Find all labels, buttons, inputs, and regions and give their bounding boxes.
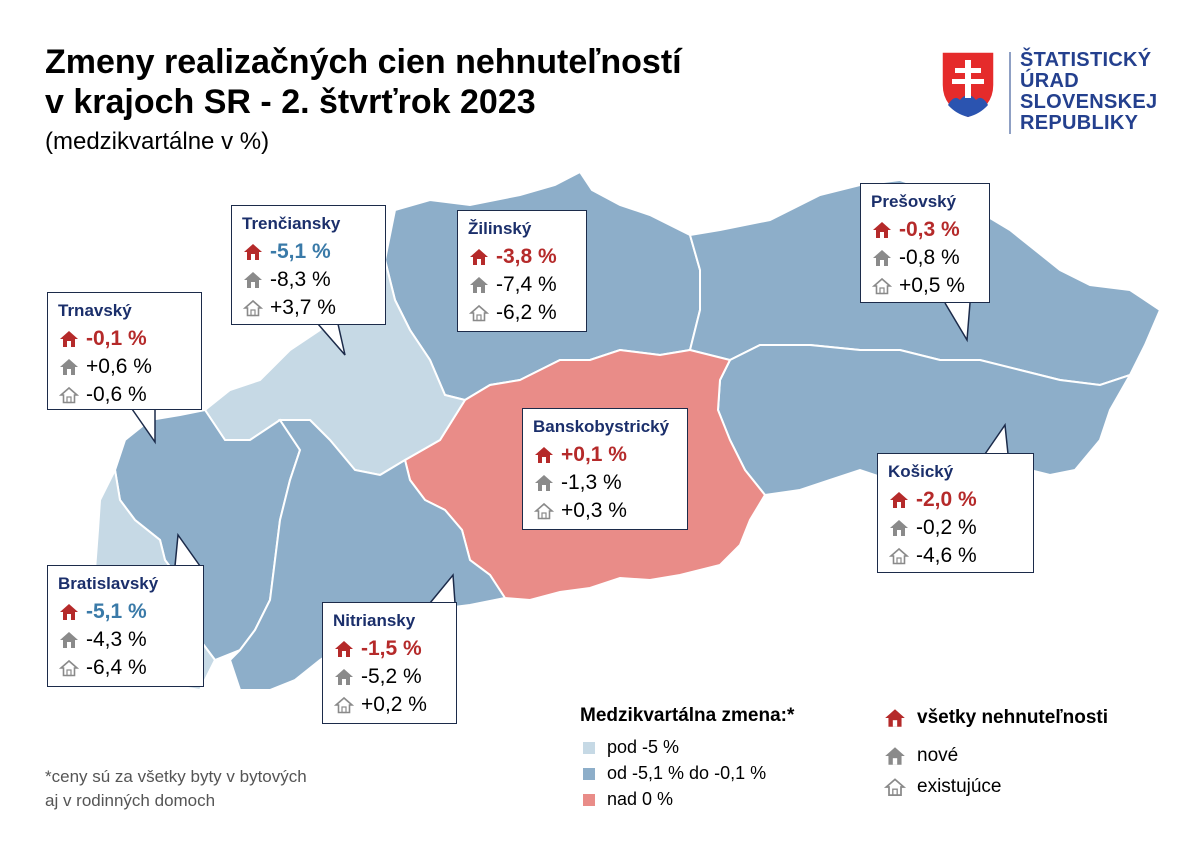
- house-filled-gray-icon: [470, 277, 488, 293]
- value-new: -5,2 %: [361, 665, 422, 688]
- legend-swatch: [583, 741, 595, 754]
- house-filled-red-icon: [890, 492, 908, 508]
- house-filled-red-icon: [470, 249, 488, 265]
- susr-logo: ŠTATISTICKÝ ÚRAD SLOVENSKEJ REPUBLIKY: [940, 50, 1170, 140]
- region-box-presovsky: Prešovský -0,3 % -0,8 % +0,5 %: [860, 183, 990, 303]
- value-existing: +0,3 %: [561, 499, 627, 522]
- page-title: Zmeny realizačných cien nehnuteľností v …: [45, 43, 682, 121]
- region-box-kosicky: Košický -2,0 % -0,2 % -4,6 %: [877, 453, 1034, 573]
- region-box-banskobystricky: Banskobystrický +0,1 % -1,3 % +0,3 %: [522, 408, 688, 530]
- value-existing: +3,7 %: [270, 296, 336, 319]
- house-outline-gray-icon: [58, 386, 80, 404]
- legend-item-mid: od -5,1 % do -0,1 %: [583, 763, 766, 784]
- legend-swatch: [583, 767, 595, 780]
- house-filled-red-icon: [60, 331, 78, 347]
- house-filled-gray-icon: [873, 250, 891, 266]
- region-box-nitriansky: Nitriansky -1,5 % -5,2 % +0,2 %: [322, 602, 457, 724]
- value-new: -1,3 %: [561, 471, 622, 494]
- value-existing: -0,6 %: [86, 383, 147, 406]
- value-all: +0,1 %: [561, 443, 627, 466]
- house-outline-gray-icon: [883, 778, 907, 797]
- value-all: -0,1 %: [86, 327, 147, 350]
- value-all: -5,1 %: [270, 240, 331, 263]
- house-filled-gray-icon: [890, 520, 908, 536]
- logo-separator: [1009, 52, 1011, 134]
- icon-legend-all: všetky nehnuteľnosti: [883, 707, 1108, 729]
- value-all: -2,0 %: [916, 488, 977, 511]
- icon-legend-existing: existujúce: [883, 776, 1002, 798]
- house-filled-gray-icon: [535, 475, 553, 491]
- house-outline-gray-icon: [333, 696, 355, 714]
- legend-item-below: pod -5 %: [583, 737, 679, 758]
- footnote: *ceny sú za všetky byty v bytových aj v …: [45, 767, 307, 810]
- legend-swatch: [583, 793, 595, 806]
- value-new: -0,8 %: [899, 246, 960, 269]
- value-all: -5,1 %: [86, 600, 147, 623]
- house-outline-gray-icon: [242, 299, 264, 317]
- icon-legend-new: nové: [883, 745, 958, 767]
- legend-title: Medzikvartálna zmena:*: [580, 705, 795, 726]
- house-filled-gray-icon: [244, 272, 262, 288]
- value-all: -0,3 %: [899, 218, 960, 241]
- region-box-trnavsky: Trnavský -0,1 % +0,6 % -0,6 %: [47, 292, 202, 410]
- house-filled-gray-icon: [885, 747, 905, 765]
- house-outline-gray-icon: [533, 502, 555, 520]
- value-new: +0,6 %: [86, 355, 152, 378]
- house-outline-gray-icon: [888, 547, 910, 565]
- house-outline-gray-icon: [58, 659, 80, 677]
- value-new: -8,3 %: [270, 268, 331, 291]
- value-existing: +0,5 %: [899, 274, 965, 297]
- region-box-trenciansky: Trenčiansky -5,1 % -8,3 % +3,7 %: [231, 205, 386, 325]
- value-existing: -6,4 %: [86, 656, 147, 679]
- house-outline-gray-icon: [871, 277, 893, 295]
- house-filled-red-icon: [873, 222, 891, 238]
- house-filled-gray-icon: [60, 359, 78, 375]
- coat-of-arms-icon: [941, 51, 995, 119]
- value-existing: -6,2 %: [496, 301, 557, 324]
- house-filled-gray-icon: [335, 669, 353, 685]
- page-subtitle: (medzikvartálne v %): [45, 128, 270, 155]
- house-filled-red-icon: [60, 604, 78, 620]
- house-outline-gray-icon: [468, 304, 490, 322]
- house-filled-red-icon: [535, 447, 553, 463]
- value-new: -7,4 %: [496, 273, 557, 296]
- value-all: -3,8 %: [496, 245, 557, 268]
- value-all: -1,5 %: [361, 637, 422, 660]
- house-filled-gray-icon: [60, 632, 78, 648]
- value-new: -0,2 %: [916, 516, 977, 539]
- value-existing: -4,6 %: [916, 544, 977, 567]
- region-box-bratislavsky: Bratislavský -5,1 % -4,3 % -6,4 %: [47, 565, 204, 687]
- house-filled-red-icon: [335, 641, 353, 657]
- legend-item-above: nad 0 %: [583, 789, 673, 810]
- logo-text: ŠTATISTICKÝ ÚRAD SLOVENSKEJ REPUBLIKY: [1020, 49, 1158, 134]
- house-filled-red-icon: [885, 709, 905, 727]
- value-new: -4,3 %: [86, 628, 147, 651]
- value-existing: +0,2 %: [361, 693, 427, 716]
- house-filled-red-icon: [244, 244, 262, 260]
- region-box-zilinsky: Žilinský -3,8 % -7,4 % -6,2 %: [457, 210, 587, 332]
